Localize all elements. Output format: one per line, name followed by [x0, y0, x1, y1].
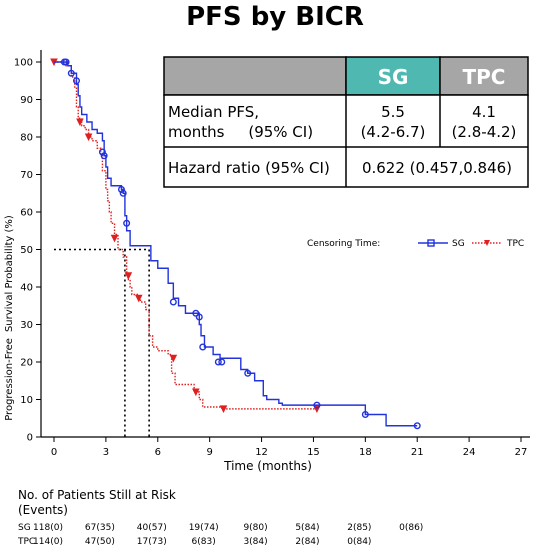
tpc-censor-mark: [134, 294, 143, 303]
y-axis-label-part-2: Survival Probability (%): [4, 215, 15, 332]
median-pfs-label: Median PFS,: [168, 103, 259, 121]
tpc-censor-mark: [110, 234, 119, 243]
tpc-censor-mark: [76, 118, 84, 127]
legend-tpc-label: TPC: [506, 239, 524, 249]
risk-cell: 67(35): [84, 523, 115, 533]
sg-censor-mark: [313, 401, 321, 409]
tpc-censor-mark: [169, 354, 178, 363]
y-tick-label: 10: [20, 395, 33, 406]
sg-censor-mark: [100, 152, 108, 160]
y-tick-label: 100: [14, 58, 33, 69]
tpc-censor-mark: [124, 272, 133, 280]
tpc-censor-mark: [192, 388, 200, 397]
tpc-curve: [54, 61, 317, 410]
chart-title: PFS by BICR: [186, 2, 364, 32]
sg-censor-mark: [123, 219, 131, 227]
summary-header-sg: [345, 56, 441, 96]
risk-cell: 0(84): [347, 537, 372, 547]
legend-tpc-marker: [484, 240, 490, 246]
sg-censor-mark: [218, 358, 226, 366]
tpc-censor-mark: [219, 405, 228, 413]
risk-row-label-sg: SG: [18, 523, 31, 533]
risk-cell: 5(84): [295, 523, 320, 533]
median-sg-ci: (4.2-6.7): [361, 123, 426, 141]
sg-censor-mark: [67, 69, 75, 77]
x-tick-label: 27: [515, 447, 528, 458]
y-tick-label: 30: [20, 320, 33, 331]
sg-censor-mark: [244, 369, 252, 377]
risk-cell: 118(0): [33, 523, 63, 533]
x-tick-label: 9: [206, 447, 212, 458]
sg-censor-mark: [413, 422, 421, 430]
risk-row-label-tpc: TPC: [18, 537, 36, 547]
hazard-ratio-label: Hazard ratio (95% CI): [168, 159, 330, 177]
y-tick-label: 90: [20, 95, 33, 106]
y-tick-label: 20: [20, 358, 33, 369]
survival-curves: [50, 58, 421, 430]
sg-censor-mark: [199, 343, 207, 351]
risk-cell: 3(84): [243, 537, 268, 547]
y-tick-label: 60: [20, 208, 33, 219]
legend: Censoring Time: SG TPC: [307, 239, 524, 249]
x-tick-label: 15: [307, 447, 320, 458]
tpc-censor-mark: [84, 133, 93, 142]
sg-curve: [54, 61, 418, 427]
axes: 0 3 6 9 12 15 18 21 24 27 0 10 20 30 40 50 60 70 80 90 100 Ti…: [4, 50, 530, 473]
legend-prefix: Censoring Time:: [307, 239, 380, 249]
risk-cell: 9(80): [243, 523, 268, 533]
hazard-ratio-value: 0.622 (0.457,0.846): [362, 159, 512, 177]
risk-cell: 6(83): [191, 537, 216, 547]
sg-censor-mark: [119, 189, 127, 197]
sg-censor-mark: [192, 309, 200, 317]
x-tick-label: 6: [155, 447, 161, 458]
x-tick-label: 21: [411, 447, 424, 458]
sg-censor-mark: [98, 148, 106, 156]
sg-censor-mark: [214, 358, 222, 366]
median-sg-value: 5.5: [381, 103, 405, 121]
risk-table-heading: No. of Patients Still at Risk: [18, 488, 176, 502]
y-tick-label: 70: [20, 170, 33, 181]
median-tpc-ci: (2.8-4.2): [452, 123, 517, 141]
y-axis-label: Progression-Free Survival Probability (%): [4, 215, 15, 421]
x-tick-label: 18: [359, 447, 372, 458]
x-tick-label: 12: [255, 447, 268, 458]
x-tick-label: 24: [463, 447, 476, 458]
km-chart: 0 3 6 9 12 15 18 21 24 27 0 10 20 30 40 50 60 70 80 90 100 Ti…: [4, 50, 530, 473]
median-tpc-value: 4.1: [472, 103, 496, 121]
y-tick-label: 50: [20, 245, 33, 256]
risk-cell: 17(73): [136, 537, 167, 547]
y-tick-label: 0: [27, 433, 33, 444]
risk-cell: 0(86): [399, 523, 424, 533]
sg-censor-mark: [72, 77, 80, 85]
x-axis-label: Time (months): [223, 459, 312, 473]
legend-sg-label: SG: [452, 239, 465, 249]
risk-cell: 2(85): [347, 523, 372, 533]
x-tick-label: 3: [103, 447, 109, 458]
legend-sg-marker: [427, 239, 435, 247]
sg-censor-mark: [117, 185, 125, 193]
sg-censor-mark: [62, 58, 70, 66]
summary-header-sg-label: SG: [378, 65, 409, 89]
risk-cell: 47(50): [84, 537, 115, 547]
summary-corner-cell: [163, 56, 347, 96]
y-tick-label: 40: [20, 283, 33, 294]
risk-cell: 2(84): [295, 537, 320, 547]
y-axis-label-part-1: Progression-Free: [4, 338, 15, 421]
sg-censor-mark: [361, 411, 369, 419]
x-tick-label: 0: [51, 447, 57, 458]
median-reference-lines: [54, 248, 150, 437]
sg-censor-mark: [195, 313, 203, 321]
risk-cell: 114(0): [33, 537, 63, 547]
summary-table: SG TPC Median PFS, months (95% CI) 5.5 (…: [163, 56, 529, 188]
risk-cell: 19(74): [188, 523, 219, 533]
sg-censor-mark: [169, 298, 177, 306]
risk-table-subheading: (Events): [18, 503, 68, 517]
summary-header-tpc-label: TPC: [463, 65, 506, 89]
median-pfs-ci-label: months (95% CI): [168, 123, 313, 141]
y-tick-label: 80: [20, 133, 33, 144]
risk-cell: 40(57): [136, 523, 167, 533]
